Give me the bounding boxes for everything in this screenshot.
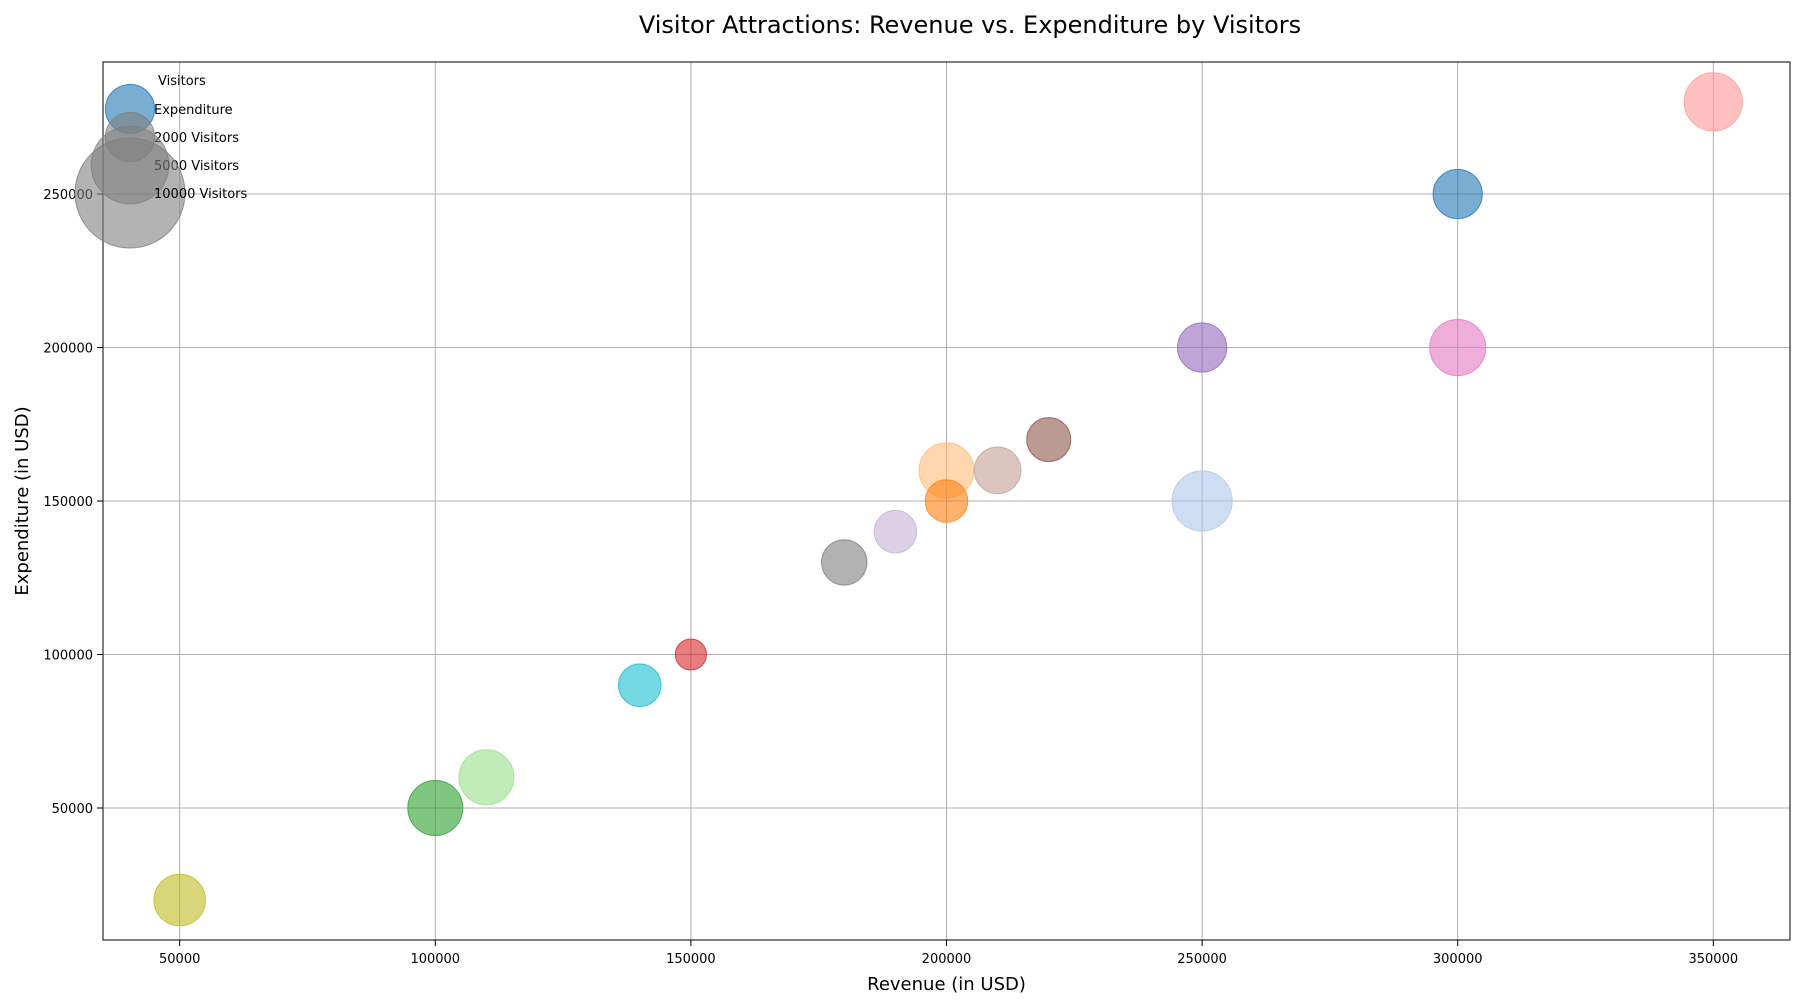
y-axis-label: Expenditure (in USD) [12, 406, 33, 595]
y-tick-label: 200000 [43, 342, 93, 357]
y-tick-label: 50000 [52, 802, 93, 817]
x-tick-label: 250000 [1177, 952, 1227, 967]
data-point [153, 873, 206, 927]
data-point [458, 749, 515, 806]
legend-entry-label: 2000 Visitors [154, 131, 239, 146]
data-point [1683, 72, 1743, 132]
data-point [1026, 417, 1072, 463]
legend-entry-label: Expenditure [154, 103, 233, 118]
x-tick-label: 300000 [1433, 952, 1483, 967]
data-point [873, 509, 918, 554]
data-point [1177, 322, 1228, 373]
data-point [674, 638, 707, 671]
x-axis-label: Revenue (in USD) [867, 974, 1026, 995]
data-point [821, 539, 868, 586]
data-point [617, 663, 662, 707]
data-point [924, 479, 969, 523]
x-tick-label: 150000 [666, 952, 716, 967]
y-tick-label: 100000 [43, 648, 93, 663]
data-point [1432, 168, 1483, 220]
data-point [1429, 318, 1487, 377]
data-points [153, 72, 1743, 927]
x-tick-label: 350000 [1688, 952, 1738, 967]
x-tick-label: 50000 [159, 952, 200, 967]
legend-entry-label: 10000 Visitors [154, 187, 247, 202]
legend-marker [74, 137, 186, 249]
y-tick-label: 150000 [43, 495, 93, 510]
data-point [407, 779, 464, 836]
data-point [973, 446, 1022, 495]
axis-ticks: 50000 100000 150000 200000 250000 300000 35000… [43, 188, 1738, 967]
x-tick-label: 100000 [410, 952, 460, 967]
legend-title: Visitors [158, 74, 206, 89]
x-tick-label: 200000 [922, 952, 972, 967]
chart-title: Visitor Attractions: Revenue vs. Expendi… [639, 11, 1301, 39]
data-point [1171, 470, 1233, 532]
